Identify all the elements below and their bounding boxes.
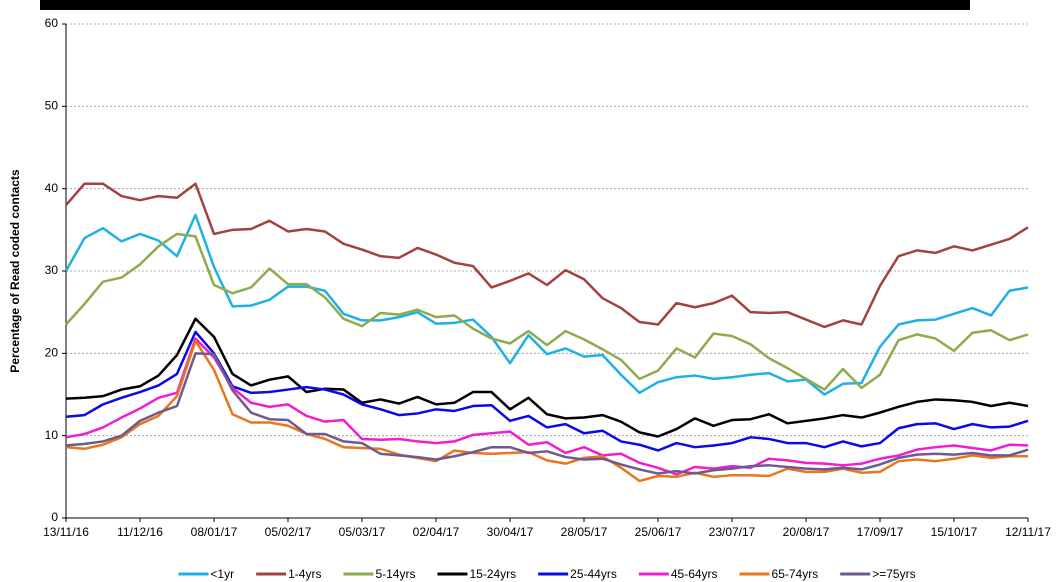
x-tick-label: 23/07/17 — [709, 525, 756, 539]
y-tick-label: 50 — [45, 99, 59, 113]
series-line — [64, 213, 1029, 396]
y-tick-label: 0 — [51, 510, 58, 524]
x-tick-label: 17/09/17 — [857, 525, 904, 539]
series-line — [65, 182, 1029, 329]
x-tick-label: 13/11/16 — [43, 525, 89, 539]
series-line — [65, 330, 1029, 452]
y-tick-label: 10 — [45, 428, 59, 442]
series-line — [65, 337, 1029, 476]
y-axis-label: Percentage of Read coded contacts — [8, 169, 22, 373]
x-tick-label: 15/10/17 — [931, 525, 978, 539]
series-line — [65, 232, 1029, 391]
x-tick-label: 08/01/17 — [191, 525, 238, 539]
legend-label: 25-44yrs — [570, 567, 617, 581]
x-tick-label: 02/04/17 — [413, 525, 460, 539]
y-tick-label: 30 — [45, 263, 59, 277]
legend-label: 45-64yrs — [671, 567, 718, 581]
x-tick-label: 11/12/16 — [117, 525, 163, 539]
y-tick-label: 40 — [45, 181, 59, 195]
x-tick-label: 28/05/17 — [561, 525, 608, 539]
x-tick-label: 25/06/17 — [635, 525, 682, 539]
x-tick-label: 05/02/17 — [265, 525, 312, 539]
legend-label: 65-74yrs — [772, 567, 819, 581]
x-tick-label: 30/04/17 — [487, 525, 534, 539]
legend-label: 5-14yrs — [375, 567, 415, 581]
legend-label: >=75yrs — [872, 567, 915, 581]
y-tick-label: 20 — [45, 346, 59, 360]
series-line — [65, 339, 1028, 483]
title-bar — [40, 0, 970, 10]
x-tick-label: 20/08/17 — [783, 525, 830, 539]
legend-label: <1yr — [210, 567, 234, 581]
series-line — [65, 352, 1029, 475]
series-line — [65, 317, 1029, 438]
x-tick-label: 12/11/17 — [1005, 525, 1051, 539]
y-tick-label: 60 — [45, 16, 59, 30]
legend-label: 15-24yrs — [469, 567, 516, 581]
legend-label: 1-4yrs — [288, 567, 321, 581]
x-tick-label: 05/03/17 — [339, 525, 386, 539]
